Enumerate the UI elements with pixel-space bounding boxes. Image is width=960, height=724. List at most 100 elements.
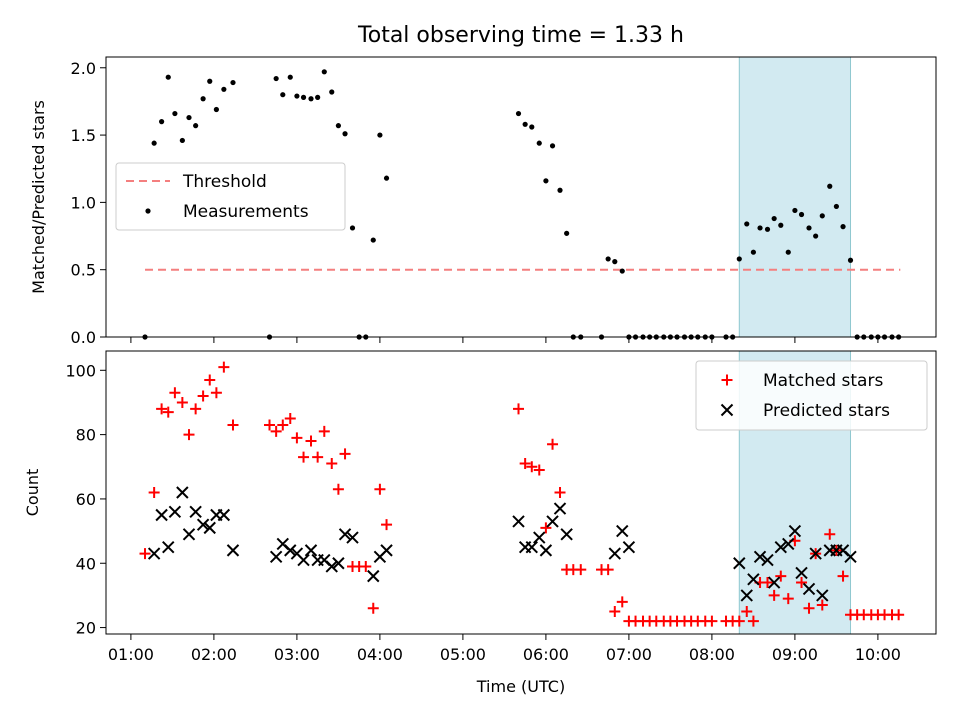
measurement-point: [549, 143, 556, 149]
legend-threshold-label: Threshold: [182, 172, 267, 192]
matched-star-point: [326, 458, 338, 470]
matched-star-point: [139, 548, 151, 560]
x-tick-label: 09:00: [772, 645, 818, 664]
measurement-point: [207, 78, 213, 84]
y-tick-label: 20: [76, 619, 96, 638]
predicted-star-point: [325, 560, 338, 573]
legend-predicted-swatch: [720, 403, 734, 417]
measurement-point: [792, 207, 798, 214]
matched-star-point: [270, 425, 282, 437]
measurement-point: [287, 74, 293, 80]
matched-star-point: [609, 605, 621, 617]
measurement-point: [598, 334, 605, 340]
matched-star-point: [824, 528, 836, 540]
matched-star-point: [312, 451, 324, 463]
measurement-point: [868, 334, 874, 340]
measurement-point: [674, 334, 680, 340]
measurement-point: [315, 94, 321, 100]
plot-frame: [105, 350, 937, 635]
predicted-star-point: [767, 576, 781, 589]
legend-box: [115, 162, 346, 231]
measurement-point: [785, 249, 791, 255]
matched-star-point: [575, 564, 587, 576]
predicted-star-point: [788, 524, 802, 538]
matched-star-point: [204, 374, 216, 386]
predicted-star-point: [560, 528, 573, 541]
measurement-point: [771, 215, 777, 222]
measurement-point: [750, 249, 757, 255]
y-tick-label: 2.0: [71, 59, 96, 78]
predicted-star-point: [189, 505, 202, 519]
measurement-point: [142, 334, 148, 340]
predicted-star-point: [533, 531, 546, 544]
y-tick-label: 40: [76, 554, 96, 573]
x-tick-label: 05:00: [440, 645, 486, 664]
measurement-point: [653, 334, 659, 340]
chart-title: Total observing time = 1.33 h: [357, 23, 684, 48]
measurement-point: [827, 183, 833, 189]
measurement-point: [294, 93, 300, 99]
matched-star-point: [554, 487, 566, 498]
legend-bottom: Matched stars Predicted stars: [695, 360, 928, 431]
measurement-point: [529, 124, 535, 130]
measurement-point: [349, 225, 356, 231]
measurement-point: [200, 96, 206, 102]
predicted-star-point: [844, 550, 857, 564]
predicted-star-point: [176, 486, 189, 499]
x-tick-label: 01:00: [108, 645, 154, 664]
predicted-star-point: [304, 544, 318, 557]
y-axis-label: Matched/Predicted stars: [29, 100, 48, 294]
matched-star-point: [816, 599, 828, 611]
predicted-star-point: [284, 544, 297, 557]
measurement-point: [806, 225, 812, 231]
matched-star-point: [148, 487, 160, 498]
y-tick-label: 0.5: [71, 261, 96, 280]
measurement-point: [230, 79, 236, 86]
predicted-star-point: [196, 518, 210, 531]
legend-measurement-swatch: [145, 208, 151, 214]
measurement-point: [709, 334, 715, 340]
measurement-point: [213, 106, 219, 113]
measurement-point: [273, 75, 279, 82]
measurement-point: [159, 119, 165, 125]
matched-star-point: [339, 448, 351, 460]
matched-star-point: [513, 403, 525, 415]
matched-star-point: [540, 522, 552, 534]
predicted-star-point: [816, 589, 829, 602]
matched-star-point: [893, 609, 905, 621]
predicted-star-point: [346, 531, 359, 544]
measurement-point: [570, 334, 576, 340]
measurement-point: [335, 123, 341, 129]
measurement-point: [813, 233, 819, 239]
matched-star-point: [547, 438, 559, 450]
measurement-point: [536, 140, 542, 146]
measurement-point: [702, 334, 708, 340]
measurement-point: [647, 334, 653, 340]
measurement-point: [840, 224, 846, 230]
measurement-point: [151, 140, 157, 146]
predicted-star-point: [733, 557, 746, 570]
legend-matched-label: Matched stars: [763, 371, 883, 391]
measurement-point: [632, 334, 639, 340]
x-tick-label: 10:00: [855, 645, 901, 664]
measurement-point: [356, 334, 362, 340]
predicted-star-point: [155, 508, 168, 522]
predicted-star-point: [525, 540, 538, 554]
measurement-point: [889, 334, 895, 340]
measurement-point: [626, 334, 632, 340]
y-tick-label: 60: [76, 490, 96, 509]
measurement-point: [179, 137, 185, 144]
matched-star-point: [332, 483, 344, 495]
matched-star-point: [533, 464, 545, 476]
measurement-point: [757, 225, 763, 231]
matched-star-point: [733, 615, 745, 627]
measurement-point: [300, 94, 307, 100]
matched-star-point: [264, 419, 276, 431]
measurement-point: [186, 114, 192, 121]
measurement-point: [221, 86, 227, 92]
legend-matched-swatch: [721, 374, 733, 386]
measurement-point: [377, 132, 383, 138]
predicted-star-point: [512, 515, 525, 528]
matched-star-point: [176, 396, 188, 408]
